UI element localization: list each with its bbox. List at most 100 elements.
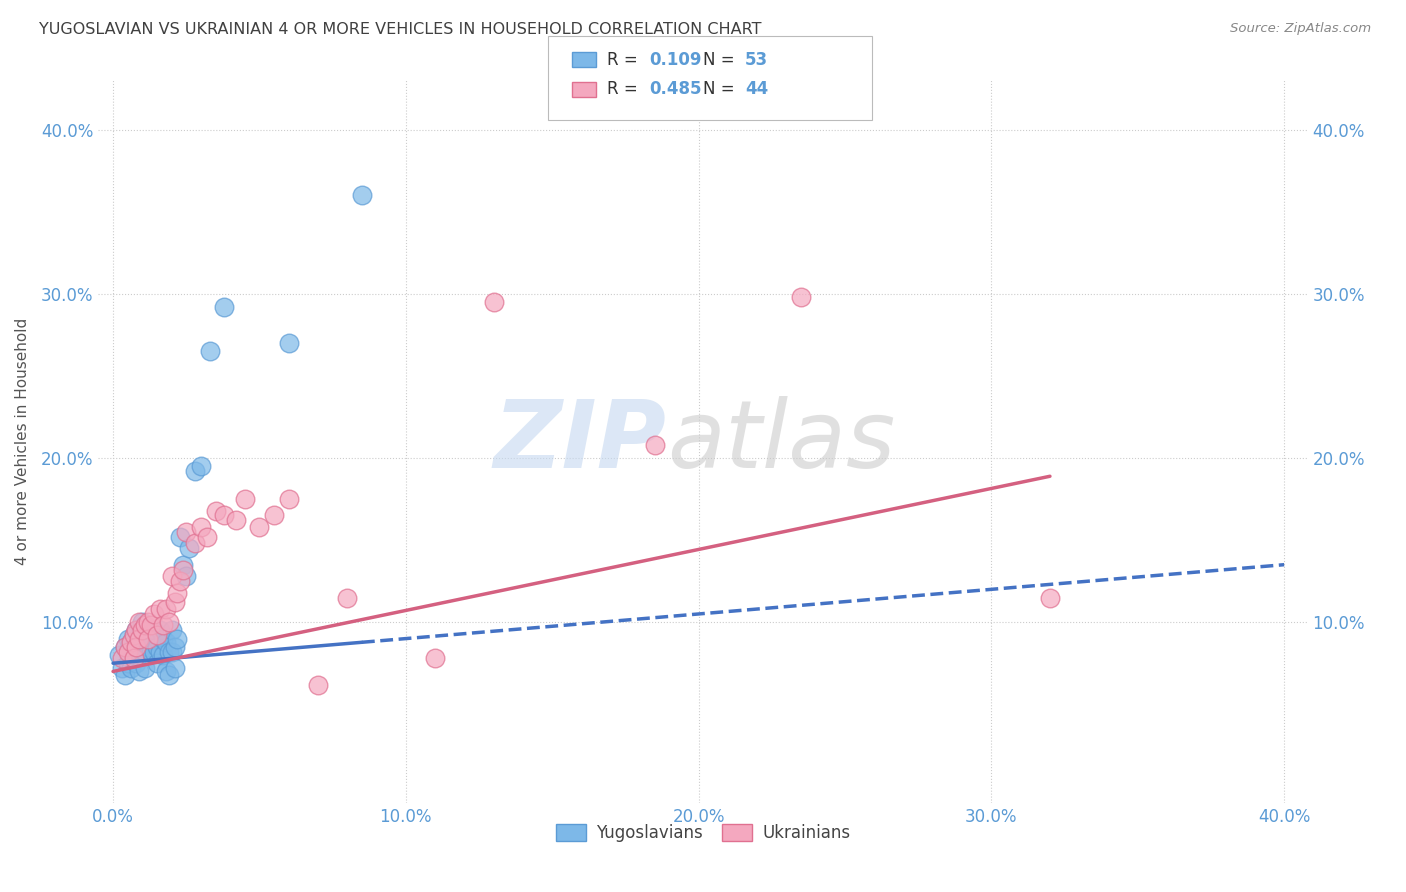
Text: 53: 53 — [745, 51, 768, 69]
Point — [277, 491, 299, 506]
Point — [120, 635, 142, 649]
Point — [120, 661, 142, 675]
Point — [146, 628, 169, 642]
Point — [157, 615, 180, 630]
Point — [155, 602, 177, 616]
Point — [195, 530, 218, 544]
Point — [790, 290, 813, 304]
Point — [190, 459, 212, 474]
Point — [128, 665, 150, 679]
Point — [120, 635, 142, 649]
Point — [128, 628, 150, 642]
Point — [157, 645, 180, 659]
Point — [134, 618, 156, 632]
Point — [172, 563, 194, 577]
Point — [152, 632, 174, 646]
Point — [125, 657, 148, 671]
Point — [149, 602, 172, 616]
Point — [134, 624, 156, 638]
Point — [336, 591, 359, 605]
Point — [482, 295, 505, 310]
Point — [155, 665, 177, 679]
Text: ZIP: ZIP — [494, 395, 666, 488]
Point — [146, 632, 169, 646]
Point — [131, 632, 153, 646]
Point — [139, 618, 162, 632]
Text: 0.109: 0.109 — [650, 51, 702, 69]
Text: R =: R = — [607, 80, 644, 98]
Point — [146, 657, 169, 671]
Point — [136, 640, 159, 654]
Point — [157, 667, 180, 681]
Point — [139, 632, 162, 646]
Point — [172, 558, 194, 572]
Text: YUGOSLAVIAN VS UKRAINIAN 4 OR MORE VEHICLES IN HOUSEHOLD CORRELATION CHART: YUGOSLAVIAN VS UKRAINIAN 4 OR MORE VEHIC… — [39, 22, 762, 37]
Point — [125, 624, 148, 638]
Point — [233, 491, 256, 506]
Point — [190, 520, 212, 534]
Legend: Yugoslavians, Ukrainians: Yugoslavians, Ukrainians — [548, 817, 858, 848]
Point — [644, 438, 666, 452]
Point — [108, 648, 131, 662]
Point — [160, 645, 183, 659]
Text: 44: 44 — [745, 80, 769, 98]
Point — [225, 513, 247, 527]
Text: N =: N = — [703, 80, 740, 98]
Point — [166, 585, 188, 599]
Point — [163, 595, 186, 609]
Point — [249, 520, 271, 534]
Point — [114, 640, 136, 654]
Y-axis label: 4 or more Vehicles in Household: 4 or more Vehicles in Household — [15, 318, 30, 566]
Text: atlas: atlas — [666, 396, 896, 487]
Point — [184, 464, 207, 478]
Point — [149, 645, 172, 659]
Point — [136, 632, 159, 646]
Point — [143, 607, 166, 621]
Point — [155, 635, 177, 649]
Point — [166, 632, 188, 646]
Point — [160, 624, 183, 638]
Point — [117, 657, 139, 671]
Point — [174, 569, 197, 583]
Point — [125, 624, 148, 638]
Point — [117, 632, 139, 646]
Point — [198, 344, 221, 359]
Point — [184, 536, 207, 550]
Point — [152, 648, 174, 662]
Point — [143, 645, 166, 659]
Text: Source: ZipAtlas.com: Source: ZipAtlas.com — [1230, 22, 1371, 36]
Point — [1039, 591, 1062, 605]
Point — [111, 661, 134, 675]
Point — [179, 541, 201, 556]
Point — [139, 645, 162, 659]
Point — [128, 615, 150, 630]
Point — [114, 640, 136, 654]
Point — [169, 574, 191, 588]
Point — [350, 188, 373, 202]
Point — [214, 508, 236, 523]
Point — [128, 632, 150, 646]
Point — [214, 300, 236, 314]
Point — [163, 661, 186, 675]
Point — [152, 618, 174, 632]
Point — [307, 677, 329, 691]
Point — [149, 624, 172, 638]
Point — [111, 651, 134, 665]
Point — [128, 645, 150, 659]
Point — [169, 530, 191, 544]
Point — [263, 508, 285, 523]
Point — [125, 640, 148, 654]
Point — [131, 624, 153, 638]
Point — [136, 615, 159, 630]
Point — [114, 667, 136, 681]
Point — [122, 628, 145, 642]
Point — [423, 651, 446, 665]
Point — [163, 640, 186, 654]
Point — [277, 336, 299, 351]
Point — [136, 622, 159, 636]
Point — [134, 661, 156, 675]
Point — [204, 503, 226, 517]
Point — [122, 648, 145, 662]
Point — [122, 628, 145, 642]
Point — [131, 615, 153, 630]
